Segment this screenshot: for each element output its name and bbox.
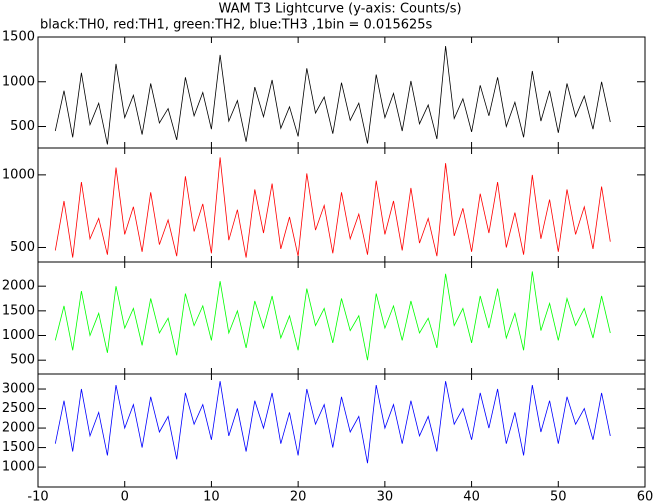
light-curve (54, 157, 611, 258)
y-tick-label: 1000 (2, 328, 35, 343)
x-tick-label: -10 (27, 490, 48, 504)
y-tick-label: 2000 (2, 279, 35, 294)
y-tick-label: 3000 (2, 382, 35, 397)
x-tick-label: 10 (203, 490, 220, 504)
y-tick-label: 2500 (2, 401, 35, 416)
x-tick-label: 60 (637, 490, 654, 504)
light-curve (54, 381, 611, 464)
light-curve (54, 271, 611, 361)
y-tick-label: 1000 (2, 74, 35, 89)
light-curve (54, 45, 611, 145)
x-tick-label: 40 (463, 490, 480, 504)
panel-frame (37, 147, 646, 263)
y-tick-label: 500 (10, 353, 35, 368)
y-tick-label: 2000 (2, 421, 35, 436)
panel-frame (37, 36, 646, 149)
y-tick-label: 1500 (2, 440, 35, 455)
y-tick-label: 500 (10, 119, 35, 134)
chart-subtitle: black:TH0, red:TH1, green:TH2, blue:TH3 … (40, 18, 433, 33)
x-tick-label: 0 (121, 490, 129, 504)
y-tick-label: 1000 (2, 167, 35, 182)
x-tick-label: 30 (377, 490, 394, 504)
y-tick-label: 1500 (2, 303, 35, 318)
x-tick-label: 20 (290, 490, 307, 504)
y-tick-label: 500 (10, 240, 35, 255)
panel-frame (37, 373, 646, 488)
x-tick-label: 50 (550, 490, 567, 504)
chart-title: WAM T3 Lightcurve (y-axis: Counts/s) (218, 2, 461, 17)
y-tick-label: 1000 (2, 460, 35, 475)
y-tick-label: 1500 (2, 30, 35, 45)
